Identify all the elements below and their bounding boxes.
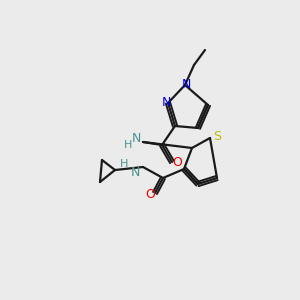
Text: O: O — [172, 157, 182, 169]
Text: S: S — [213, 130, 221, 142]
Text: N: N — [130, 166, 140, 178]
Text: O: O — [145, 188, 155, 200]
Text: N: N — [181, 77, 191, 91]
Text: H: H — [120, 159, 128, 169]
Text: N: N — [131, 131, 141, 145]
Text: H: H — [124, 140, 132, 150]
Text: N: N — [161, 95, 171, 109]
